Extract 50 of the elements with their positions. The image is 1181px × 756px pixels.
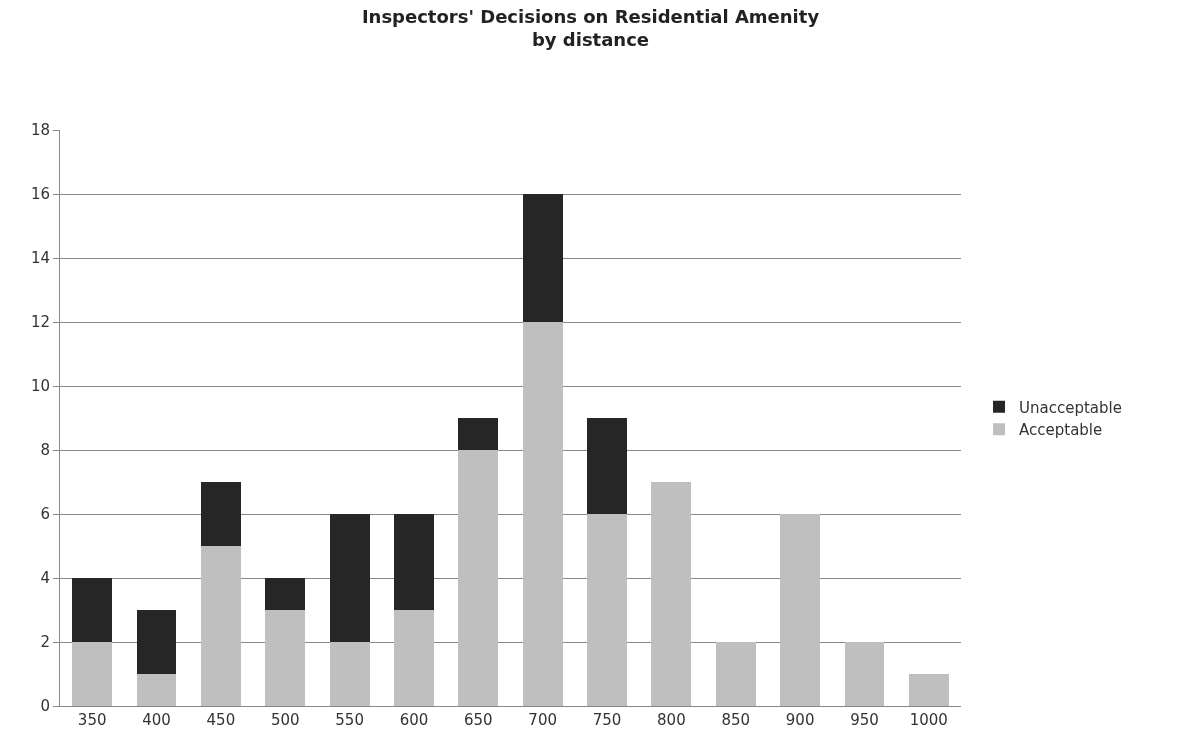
bar [72, 642, 113, 706]
y-tick-label: 14 [30, 249, 50, 268]
y-tick-label: 6 [40, 505, 50, 524]
y-tick-label: 0 [40, 697, 50, 716]
y-tick-label: 12 [30, 313, 50, 332]
bar [651, 482, 692, 706]
x-tick-label: 750 [592, 711, 622, 729]
x-tick-label: 900 [785, 711, 815, 729]
bar [265, 578, 306, 610]
x-tick-label: 400 [142, 711, 171, 729]
x-tick-label: 700 [528, 711, 557, 729]
bar [522, 322, 563, 706]
y-tick-label: 18 [30, 121, 50, 140]
bar [908, 674, 949, 706]
y-tick-label: 2 [40, 633, 50, 652]
x-tick-label: 550 [335, 711, 364, 729]
y-tick-label: 10 [30, 377, 50, 396]
x-tick-label: 800 [657, 711, 686, 729]
legend-label: Acceptable [1019, 421, 1103, 440]
bar [200, 482, 241, 546]
y-tick-label: 16 [30, 185, 50, 204]
bar [844, 642, 885, 706]
bar [715, 642, 756, 706]
bar [136, 610, 177, 674]
bar [136, 674, 177, 706]
bar [458, 450, 499, 706]
bar [72, 578, 113, 642]
x-tick-label: 650 [464, 711, 493, 729]
x-tick-label: 350 [77, 711, 107, 729]
bar [587, 418, 627, 514]
bar [329, 514, 370, 642]
bar [522, 194, 563, 322]
bar [458, 418, 499, 450]
y-tick-label: 8 [40, 441, 50, 460]
legend-label: Unacceptable [1019, 398, 1122, 417]
x-tick-label: 450 [206, 711, 236, 729]
x-tick-label: 500 [270, 711, 300, 729]
x-tick-label: 850 [721, 711, 751, 729]
bar [200, 546, 241, 706]
bar [780, 514, 821, 706]
y-tick-label: 4 [40, 569, 50, 588]
x-tick-label: 600 [399, 711, 429, 729]
bar [394, 514, 434, 610]
bar [587, 514, 627, 706]
bar [265, 610, 306, 706]
bar [394, 610, 434, 706]
chart-title: Inspectors' Decisions on Residential Amenity by distance [361, 5, 820, 51]
x-tick-label: 950 [850, 711, 879, 729]
bar [329, 642, 370, 706]
x-tick-label: 1000 [909, 711, 948, 729]
